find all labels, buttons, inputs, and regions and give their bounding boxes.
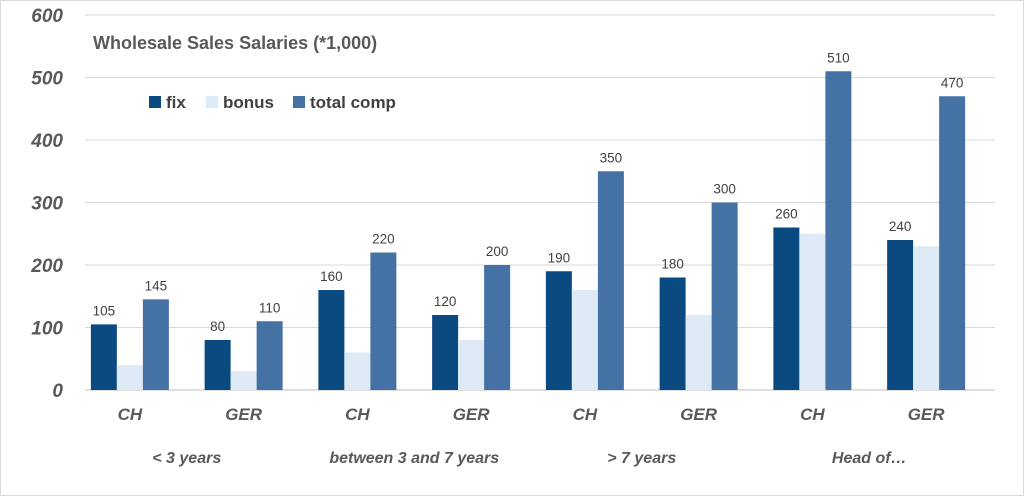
y-tick-label: 300 [31,194,63,215]
data-label: 470 [941,75,964,90]
data-label: 145 [145,278,168,293]
data-label: 350 [600,150,623,165]
data-label: 105 [93,303,116,318]
bar-bonus [116,365,143,390]
chart-title: Wholesale Sales Salaries (*1,000) [93,33,377,53]
bar-total-comp [484,265,511,390]
bar-bonus [344,352,371,390]
legend-swatch [206,96,218,108]
bar-bonus [571,290,598,390]
bar-total-comp [370,252,397,390]
y-tick-label: 100 [31,319,63,340]
bar-fix [204,340,231,390]
data-label: 510 [827,50,850,65]
group-label: Head of… [832,450,907,467]
x-tick-label: GER [908,405,946,424]
data-label: 160 [320,269,343,284]
bar-fix [659,277,686,390]
legend-label: bonus [223,93,274,112]
bar-bonus [799,233,826,390]
bar-fix [432,315,459,390]
x-tick-label: GER [225,405,263,424]
bar-total-comp [597,171,624,390]
bars [90,71,966,390]
bar-total-comp [142,299,169,390]
data-label: 190 [548,250,571,265]
bar-total-comp [711,202,738,390]
bar-total-comp [256,321,283,390]
data-label: 180 [661,257,684,272]
bar-fix [90,324,117,390]
group-label: > 7 years [607,450,676,467]
group-label: between 3 and 7 years [329,450,499,467]
x-tick-label: CH [118,405,143,424]
y-tick-label: 0 [52,381,63,402]
y-tick-label: 600 [31,6,63,27]
legend: fix bonus total comp [149,93,396,112]
y-tick-label: 500 [31,69,63,90]
bar-fix [318,290,345,390]
data-label: 260 [775,207,798,222]
data-label: 80 [210,319,225,334]
group-label: < 3 years [152,450,221,467]
data-labels: 105 145 80 110 160 220 120 200 190 350 180 300 260 51… [93,50,964,334]
data-label: 200 [486,244,509,259]
y-tick-label: 200 [30,256,63,277]
x-tick-label: GER [453,405,491,424]
data-label: 120 [434,294,457,309]
legend-label: total comp [310,93,396,112]
bar-total-comp [939,96,966,390]
bar-total-comp [825,71,852,390]
bar-bonus [458,340,485,390]
x-tick-label: CH [345,405,370,424]
data-label: 240 [889,219,912,234]
legend-label: fix [166,93,186,112]
bar-bonus [685,315,712,390]
gridlines [85,14,995,391]
data-label: 110 [259,300,281,315]
y-tick-label: 400 [30,131,63,152]
x-tick-label: GER [680,405,718,424]
y-axis: 0 100 200 300 400 500 600 [30,6,63,402]
x-axis: CH GER CH GER CH GER CH GER < 3 years between 3 a… [118,405,946,467]
bar-fix [545,271,572,390]
legend-swatch [149,96,161,108]
bar-fix [887,240,914,390]
bar-bonus [913,246,940,390]
data-label: 300 [713,182,736,197]
data-label: 220 [372,232,395,247]
x-tick-label: CH [573,405,598,424]
x-tick-label: CH [800,405,825,424]
bar-fix [773,227,800,390]
bar-bonus [230,371,257,390]
legend-swatch [293,96,305,108]
